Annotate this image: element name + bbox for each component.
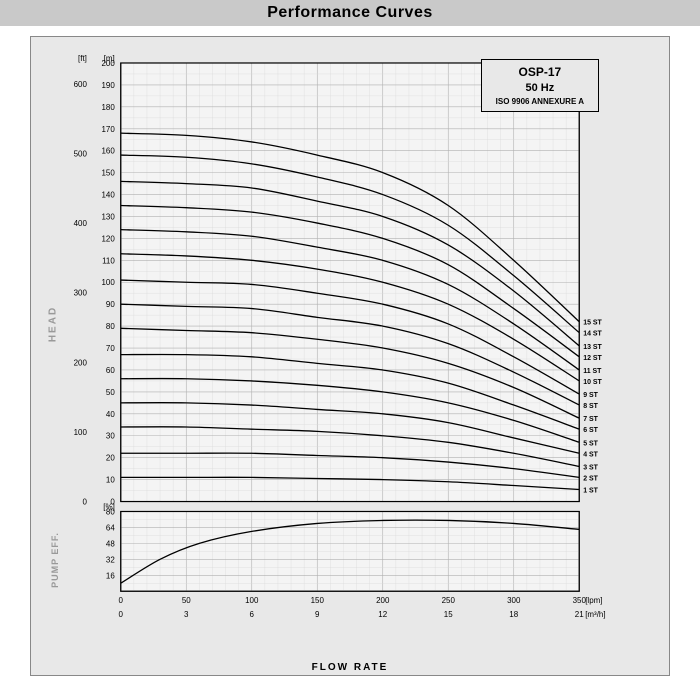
svg-text:15: 15 (444, 610, 453, 619)
svg-text:[m]: [m] (104, 54, 115, 63)
svg-text:100: 100 (101, 278, 115, 287)
y-axis-title-head: HEAD (48, 306, 59, 342)
svg-text:5 ST: 5 ST (583, 440, 598, 447)
svg-text:32: 32 (106, 555, 115, 564)
svg-text:100: 100 (245, 596, 259, 605)
svg-text:70: 70 (106, 344, 115, 353)
svg-text:[lpm]: [lpm] (585, 596, 602, 605)
svg-text:150: 150 (101, 169, 115, 178)
chart-svg: 0501001502002503003500369121518210102030… (51, 53, 649, 665)
svg-text:3 ST: 3 ST (583, 464, 598, 471)
svg-text:110: 110 (102, 256, 115, 265)
svg-text:8 ST: 8 ST (583, 403, 598, 410)
legend-freq: 50 Hz (496, 81, 584, 96)
svg-text:3: 3 (184, 610, 189, 619)
y-axis-title-eff: PUMP EFF. (50, 532, 60, 588)
svg-text:9: 9 (315, 610, 320, 619)
svg-text:300: 300 (74, 289, 88, 298)
legend-box: OSP-17 50 Hz ISO 9906 ANNEXURE A (481, 59, 599, 112)
chart-panel: HEAD PUMP EFF. FLOW RATE OSP-17 50 Hz IS… (30, 36, 670, 676)
svg-text:80: 80 (106, 322, 115, 331)
svg-text:90: 90 (106, 300, 115, 309)
svg-text:200: 200 (74, 358, 88, 367)
svg-text:160: 160 (101, 147, 115, 156)
svg-text:60: 60 (106, 366, 115, 375)
svg-text:4 ST: 4 ST (583, 451, 598, 458)
svg-text:12 ST: 12 ST (583, 355, 602, 362)
legend-iso: ISO 9906 ANNEXURE A (496, 96, 584, 107)
svg-text:18: 18 (509, 610, 518, 619)
svg-text:7 ST: 7 ST (583, 416, 598, 423)
svg-text:10: 10 (106, 476, 115, 485)
svg-text:50: 50 (182, 596, 191, 605)
svg-text:6 ST: 6 ST (583, 427, 598, 434)
svg-text:0: 0 (119, 596, 124, 605)
svg-text:500: 500 (74, 149, 88, 158)
svg-text:15 ST: 15 ST (583, 320, 602, 327)
svg-text:140: 140 (101, 191, 115, 200)
svg-text:10 ST: 10 ST (583, 379, 602, 386)
svg-text:9 ST: 9 ST (583, 392, 598, 399)
svg-text:120: 120 (101, 234, 115, 243)
svg-text:40: 40 (106, 410, 115, 419)
svg-text:50: 50 (106, 388, 115, 397)
svg-text:13 ST: 13 ST (583, 344, 602, 351)
svg-text:2 ST: 2 ST (583, 475, 598, 482)
svg-text:400: 400 (74, 219, 88, 228)
svg-text:11 ST: 11 ST (583, 368, 602, 375)
svg-text:250: 250 (442, 596, 456, 605)
svg-text:0: 0 (82, 498, 87, 507)
svg-text:21: 21 (575, 610, 584, 619)
page: Performance Curves HEAD PUMP EFF. FLOW R… (0, 0, 700, 700)
svg-text:20: 20 (106, 454, 115, 463)
legend-model: OSP-17 (496, 64, 584, 81)
svg-text:130: 130 (101, 212, 115, 221)
svg-text:180: 180 (101, 103, 115, 112)
svg-text:64: 64 (106, 523, 115, 532)
svg-text:300: 300 (507, 596, 521, 605)
svg-text:1 ST: 1 ST (583, 487, 598, 494)
svg-text:14 ST: 14 ST (583, 331, 602, 338)
svg-text:12: 12 (378, 610, 387, 619)
x-axis-title: FLOW RATE (312, 662, 389, 673)
svg-text:[ft]: [ft] (78, 54, 87, 63)
svg-text:[%]: [%] (103, 502, 115, 511)
svg-text:600: 600 (74, 80, 88, 89)
page-title: Performance Curves (0, 0, 700, 26)
svg-text:16: 16 (106, 571, 115, 580)
svg-text:170: 170 (101, 125, 115, 134)
svg-text:[m³/h]: [m³/h] (585, 610, 605, 619)
svg-text:0: 0 (119, 610, 124, 619)
svg-text:48: 48 (106, 539, 115, 548)
svg-text:190: 190 (101, 81, 115, 90)
svg-text:6: 6 (250, 610, 255, 619)
svg-text:30: 30 (106, 432, 115, 441)
svg-text:200: 200 (376, 596, 390, 605)
svg-text:150: 150 (311, 596, 325, 605)
svg-text:100: 100 (74, 428, 88, 437)
